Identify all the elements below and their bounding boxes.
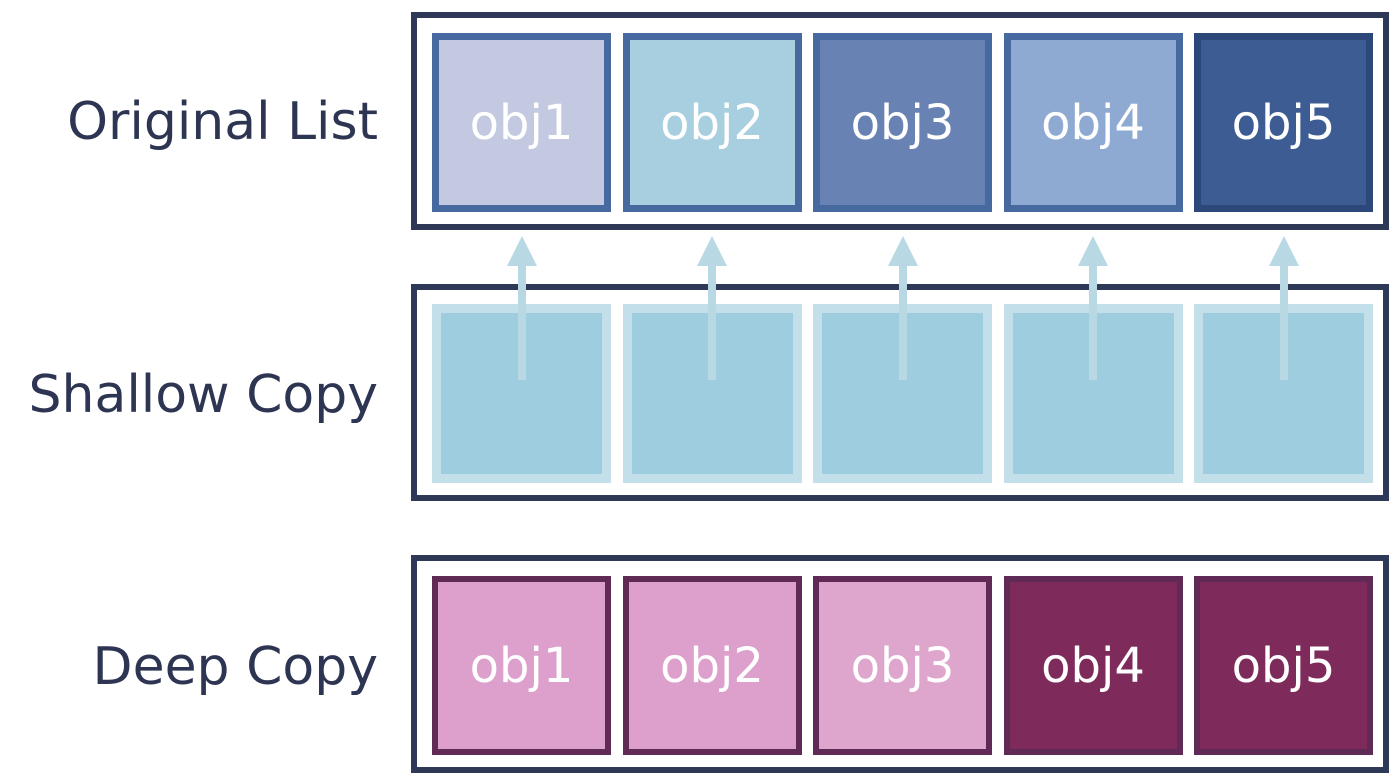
deep-cell-label: obj3: [850, 637, 955, 694]
original-cell-label: obj3: [850, 94, 955, 151]
original-cell-1: obj1: [432, 33, 611, 212]
reference-arrow-icon: [506, 236, 537, 380]
reference-arrow-icon: [697, 236, 727, 380]
deep-cell-5: obj5: [1194, 576, 1373, 755]
original-cell-label: obj2: [660, 94, 764, 151]
deep-cell-2: obj2: [622, 576, 802, 755]
original-cell-label: obj4: [1041, 94, 1145, 151]
reference-arrow-icon: [887, 236, 918, 380]
original-list-label: Original List: [67, 92, 378, 152]
original-cell-5: obj5: [1194, 33, 1373, 212]
deep-cell-label: obj2: [660, 637, 764, 694]
deep-cell-4: obj4: [1003, 576, 1183, 755]
deep-copy-label: Deep Copy: [92, 637, 378, 697]
shallow-copy-label: Shallow Copy: [28, 365, 378, 425]
reference-arrow-icon: [1268, 236, 1299, 380]
original-cell-2: obj2: [622, 33, 802, 212]
original-cell-4: obj4: [1003, 33, 1183, 212]
deep-cell-label: obj4: [1041, 637, 1145, 694]
deep-cell-1: obj1: [432, 576, 611, 755]
deep-cell-label: obj5: [1231, 637, 1336, 694]
original-cell-label: obj1: [469, 94, 574, 151]
deep-cell-label: obj1: [469, 637, 574, 694]
original-cell-label: obj5: [1231, 94, 1336, 151]
original-cell-3: obj3: [813, 33, 992, 212]
deep-cell-3: obj3: [813, 576, 992, 755]
reference-arrow-icon: [1078, 236, 1108, 380]
